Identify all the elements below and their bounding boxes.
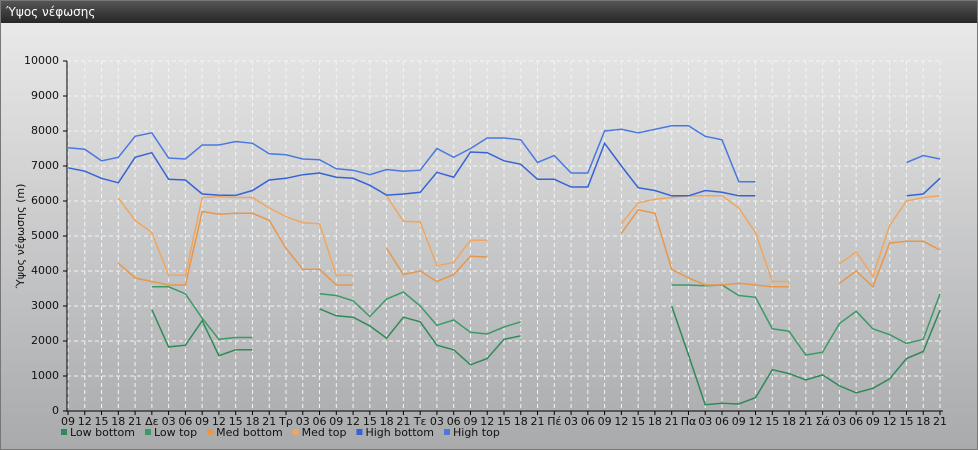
legend-swatch: [444, 429, 450, 435]
x-tick-label: 06: [715, 415, 729, 428]
legend-label: High bottom: [365, 426, 434, 439]
x-tick-label: 18: [916, 415, 930, 428]
x-tick-label: 06: [849, 415, 863, 428]
legend-swatch: [144, 429, 151, 435]
x-tick-label: Σά: [816, 415, 830, 428]
y-tick-label: 5000: [31, 229, 59, 242]
x-tick-label: 03: [698, 415, 712, 428]
x-tick-label: 15: [899, 415, 913, 428]
x-tick-label: 12: [749, 415, 763, 428]
legend-swatch: [292, 429, 299, 435]
x-tick-label: 06: [447, 415, 461, 428]
chart-title: Ύψος νέφωσης: [6, 5, 96, 19]
y-tick-label: 4000: [31, 264, 59, 277]
x-tick-label: 15: [363, 415, 377, 428]
x-tick-label: Δε: [145, 415, 159, 428]
x-tick-label: Τε: [413, 415, 427, 428]
y-tick-label: 0: [52, 404, 59, 417]
legend-swatch: [61, 429, 67, 435]
x-tick-label: 18: [380, 415, 394, 428]
x-tick-label: 12: [480, 415, 494, 428]
x-tick-label: 21: [396, 415, 410, 428]
x-tick-label: 12: [346, 415, 360, 428]
y-tick-label: 6000: [31, 194, 59, 207]
x-tick-label: 15: [95, 415, 109, 428]
x-tick-label: 21: [799, 415, 813, 428]
x-tick-label: 12: [212, 415, 226, 428]
y-tick-label: 8000: [31, 124, 59, 137]
chart: Ύψος νέφωσης (m) 0 1000 2000 3000 4000 5000 60…: [14, 54, 947, 439]
x-tick-label: 09: [866, 415, 880, 428]
legend-swatch: [207, 429, 214, 435]
x-tick-label: Πα: [681, 415, 697, 428]
x-tick-label: 06: [581, 415, 595, 428]
x-tick-label: 03: [162, 415, 176, 428]
x-tick-label: 18: [782, 415, 796, 428]
legend-swatch: [356, 429, 363, 435]
legend-label: High top: [453, 426, 500, 439]
legend-label: Low bottom: [70, 426, 135, 439]
series-line: [67, 141, 941, 197]
y-tick-label: 9000: [31, 89, 59, 102]
x-tick-label: 15: [229, 415, 243, 428]
x-tick-label: 15: [497, 415, 511, 428]
series-line: [67, 125, 941, 183]
x-tick-label: 12: [78, 415, 92, 428]
x-tick-label: 12: [614, 415, 628, 428]
x-tick-label: 21: [665, 415, 679, 428]
x-tick-label: 09: [195, 415, 209, 428]
x-tick-label: Πέ: [547, 415, 561, 428]
series-line: [151, 305, 941, 406]
x-tick-label: 06: [178, 415, 192, 428]
y-tick-label: 2000: [31, 334, 59, 347]
x-tick-label: 03: [564, 415, 578, 428]
x-tick-label: 09: [329, 415, 343, 428]
x-tick-label: 18: [245, 415, 259, 428]
title-bar: Ύψος νέφωσης: [1, 1, 977, 23]
legend-label: Med bottom: [216, 426, 283, 439]
y-tick-label: 1000: [31, 369, 59, 382]
x-tick-label: 15: [631, 415, 645, 428]
x-tick-label: 12: [883, 415, 897, 428]
x-tick-label: 09: [598, 415, 612, 428]
series-line: [117, 208, 941, 289]
x-tick-label: 03: [832, 415, 846, 428]
y-tick-label: 7000: [31, 159, 59, 172]
x-tick-label: 09: [732, 415, 746, 428]
series-line: [151, 284, 941, 356]
x-tick-label: 09: [463, 415, 477, 428]
y-tick-label: 10000: [24, 54, 59, 67]
x-tick-label: 15: [765, 415, 779, 428]
x-tick-label: 21: [933, 415, 947, 428]
x-tick-label: 03: [430, 415, 444, 428]
x-tick-label: 21: [128, 415, 142, 428]
x-tick-label: Τρ: [278, 415, 293, 428]
x-tick-label: 18: [648, 415, 662, 428]
series-line: [117, 195, 941, 283]
y-axis-label: Ύψος νέφωσης (m): [14, 184, 27, 290]
x-tick-label: 21: [262, 415, 276, 428]
x-tick-label: 18: [514, 415, 528, 428]
legend-label: Med top: [302, 426, 347, 439]
x-tick-label: 03: [296, 415, 310, 428]
x-tick-label: 09: [61, 415, 75, 428]
y-tick-label: 3000: [31, 299, 59, 312]
x-tick-label: 06: [313, 415, 327, 428]
legend-label: Low top: [154, 426, 197, 439]
x-tick-label: 18: [111, 415, 125, 428]
x-tick-label: 21: [531, 415, 545, 428]
